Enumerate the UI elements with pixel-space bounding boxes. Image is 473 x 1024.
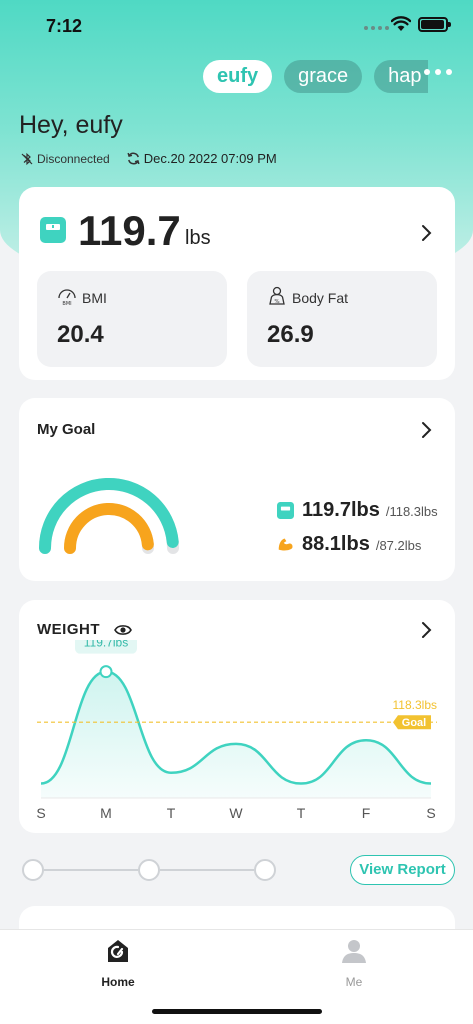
- weight-unit: lbs: [185, 227, 211, 249]
- goal-card-title: My Goal: [37, 421, 96, 438]
- user-tab-hap[interactable]: hap: [374, 60, 428, 93]
- goal-weight-row: 119.7lbs /118.3lbs: [277, 499, 438, 522]
- home-indicator: [152, 1009, 322, 1014]
- tab-me-label: Me: [345, 975, 363, 989]
- x-tick-label: W: [229, 805, 243, 821]
- weight-series-line: [40, 670, 432, 785]
- user-tab-grace[interactable]: grace: [284, 60, 363, 93]
- bluetooth-off-icon: [21, 152, 33, 165]
- x-tick-label: S: [36, 805, 45, 821]
- cellular-signal-icon: [364, 26, 389, 30]
- battery-icon: [418, 17, 451, 32]
- user-switcher: eufy grace hap: [203, 60, 428, 93]
- body-fat-icon: %: [269, 286, 285, 305]
- view-report-button[interactable]: View Report: [350, 855, 455, 885]
- x-tick-label: T: [167, 805, 176, 821]
- goal-weight-current: 119.7lbs: [302, 499, 380, 521]
- weight-goal-arc: [39, 478, 179, 554]
- svg-text:%: %: [274, 299, 279, 305]
- connection-row: Disconnected Dec.20 2022 07:09 PM: [20, 151, 277, 166]
- wifi-icon: [391, 16, 411, 31]
- weight-value: 119.7: [78, 207, 181, 254]
- goal-muscle-current: 88.1lbs: [302, 533, 370, 555]
- goal-tag-label: Goal: [402, 717, 426, 729]
- bmi-value: 20.4: [57, 321, 104, 348]
- x-tick-label: S: [426, 805, 435, 821]
- progress-step-2: [138, 859, 160, 881]
- x-tick-label: F: [362, 805, 371, 821]
- goal-gauge: [39, 478, 179, 554]
- person-icon: [342, 940, 366, 963]
- progress-step-3: [254, 859, 276, 881]
- x-tick-label: T: [297, 805, 306, 821]
- goal-tag-shape: [393, 715, 431, 730]
- tab-home[interactable]: Home: [78, 938, 158, 989]
- peak-label-box: [75, 640, 137, 654]
- weight-goal-track: [39, 478, 179, 554]
- bmi-tile[interactable]: BMI BMI 20.4: [37, 271, 227, 367]
- body-fat-label: Body Fat: [292, 290, 349, 306]
- progress-steps: [22, 859, 276, 881]
- chevron-right-icon[interactable]: [421, 224, 433, 242]
- eye-icon[interactable]: [114, 623, 132, 637]
- scale-icon: [40, 217, 66, 243]
- weight-chart-card[interactable]: WEIGHT 118.3lbs Goal 119.7lbs S M T W T F S: [19, 600, 455, 833]
- chevron-right-icon[interactable]: [421, 621, 433, 639]
- more-options-icon[interactable]: [424, 69, 452, 75]
- goal-muscle-target: /87.2lbs: [375, 538, 422, 553]
- goal-value-label: 118.3lbs: [393, 698, 437, 712]
- tab-bar: Home Me: [0, 929, 473, 1024]
- status-time: 7:12: [46, 16, 83, 36]
- progress-step-1: [22, 859, 44, 881]
- home-icon: [108, 940, 128, 962]
- bmi-gauge-icon: BMI: [58, 289, 76, 306]
- tab-me[interactable]: Me: [314, 938, 394, 989]
- svg-text:BMI: BMI: [62, 301, 71, 306]
- weight-area-fill: [41, 671, 431, 798]
- sync-icon: [127, 152, 140, 165]
- tab-home-label: Home: [101, 975, 135, 989]
- peak-point: [99, 665, 113, 679]
- weight-chart: 118.3lbs Goal 119.7lbs S M T W T F S: [36, 640, 437, 821]
- bmi-label: BMI: [82, 290, 107, 306]
- user-tab-eufy[interactable]: eufy: [203, 60, 273, 93]
- connection-status: Disconnected: [37, 151, 110, 166]
- weight-card[interactable]: 119.7 lbs BMI BMI 20.4 % Body Fat 26.9: [19, 187, 455, 380]
- body-fat-tile[interactable]: % Body Fat 26.9: [247, 271, 437, 367]
- status-bar: 7:12: [0, 0, 473, 52]
- goal-muscle-row: 88.1lbs /87.2lbs: [277, 533, 421, 556]
- goal-card[interactable]: My Goal 119.7lbs /118.3lbs 88.1lbs /87.2…: [19, 398, 455, 581]
- x-tick-label: M: [100, 805, 112, 821]
- chevron-right-icon[interactable]: [421, 421, 433, 439]
- scale-icon: [277, 502, 294, 519]
- weight-chart-title: WEIGHT: [37, 621, 100, 638]
- goal-weight-target: /118.3lbs: [385, 504, 438, 519]
- greeting-title: Hey, eufy: [19, 111, 123, 139]
- body-fat-value: 26.9: [267, 321, 314, 348]
- muscle-goal-arc: [64, 502, 154, 554]
- muscle-icon: [278, 538, 293, 551]
- peak-label: 119.7lbs: [84, 640, 128, 650]
- sync-time: Dec.20 2022 07:09 PM: [143, 151, 277, 166]
